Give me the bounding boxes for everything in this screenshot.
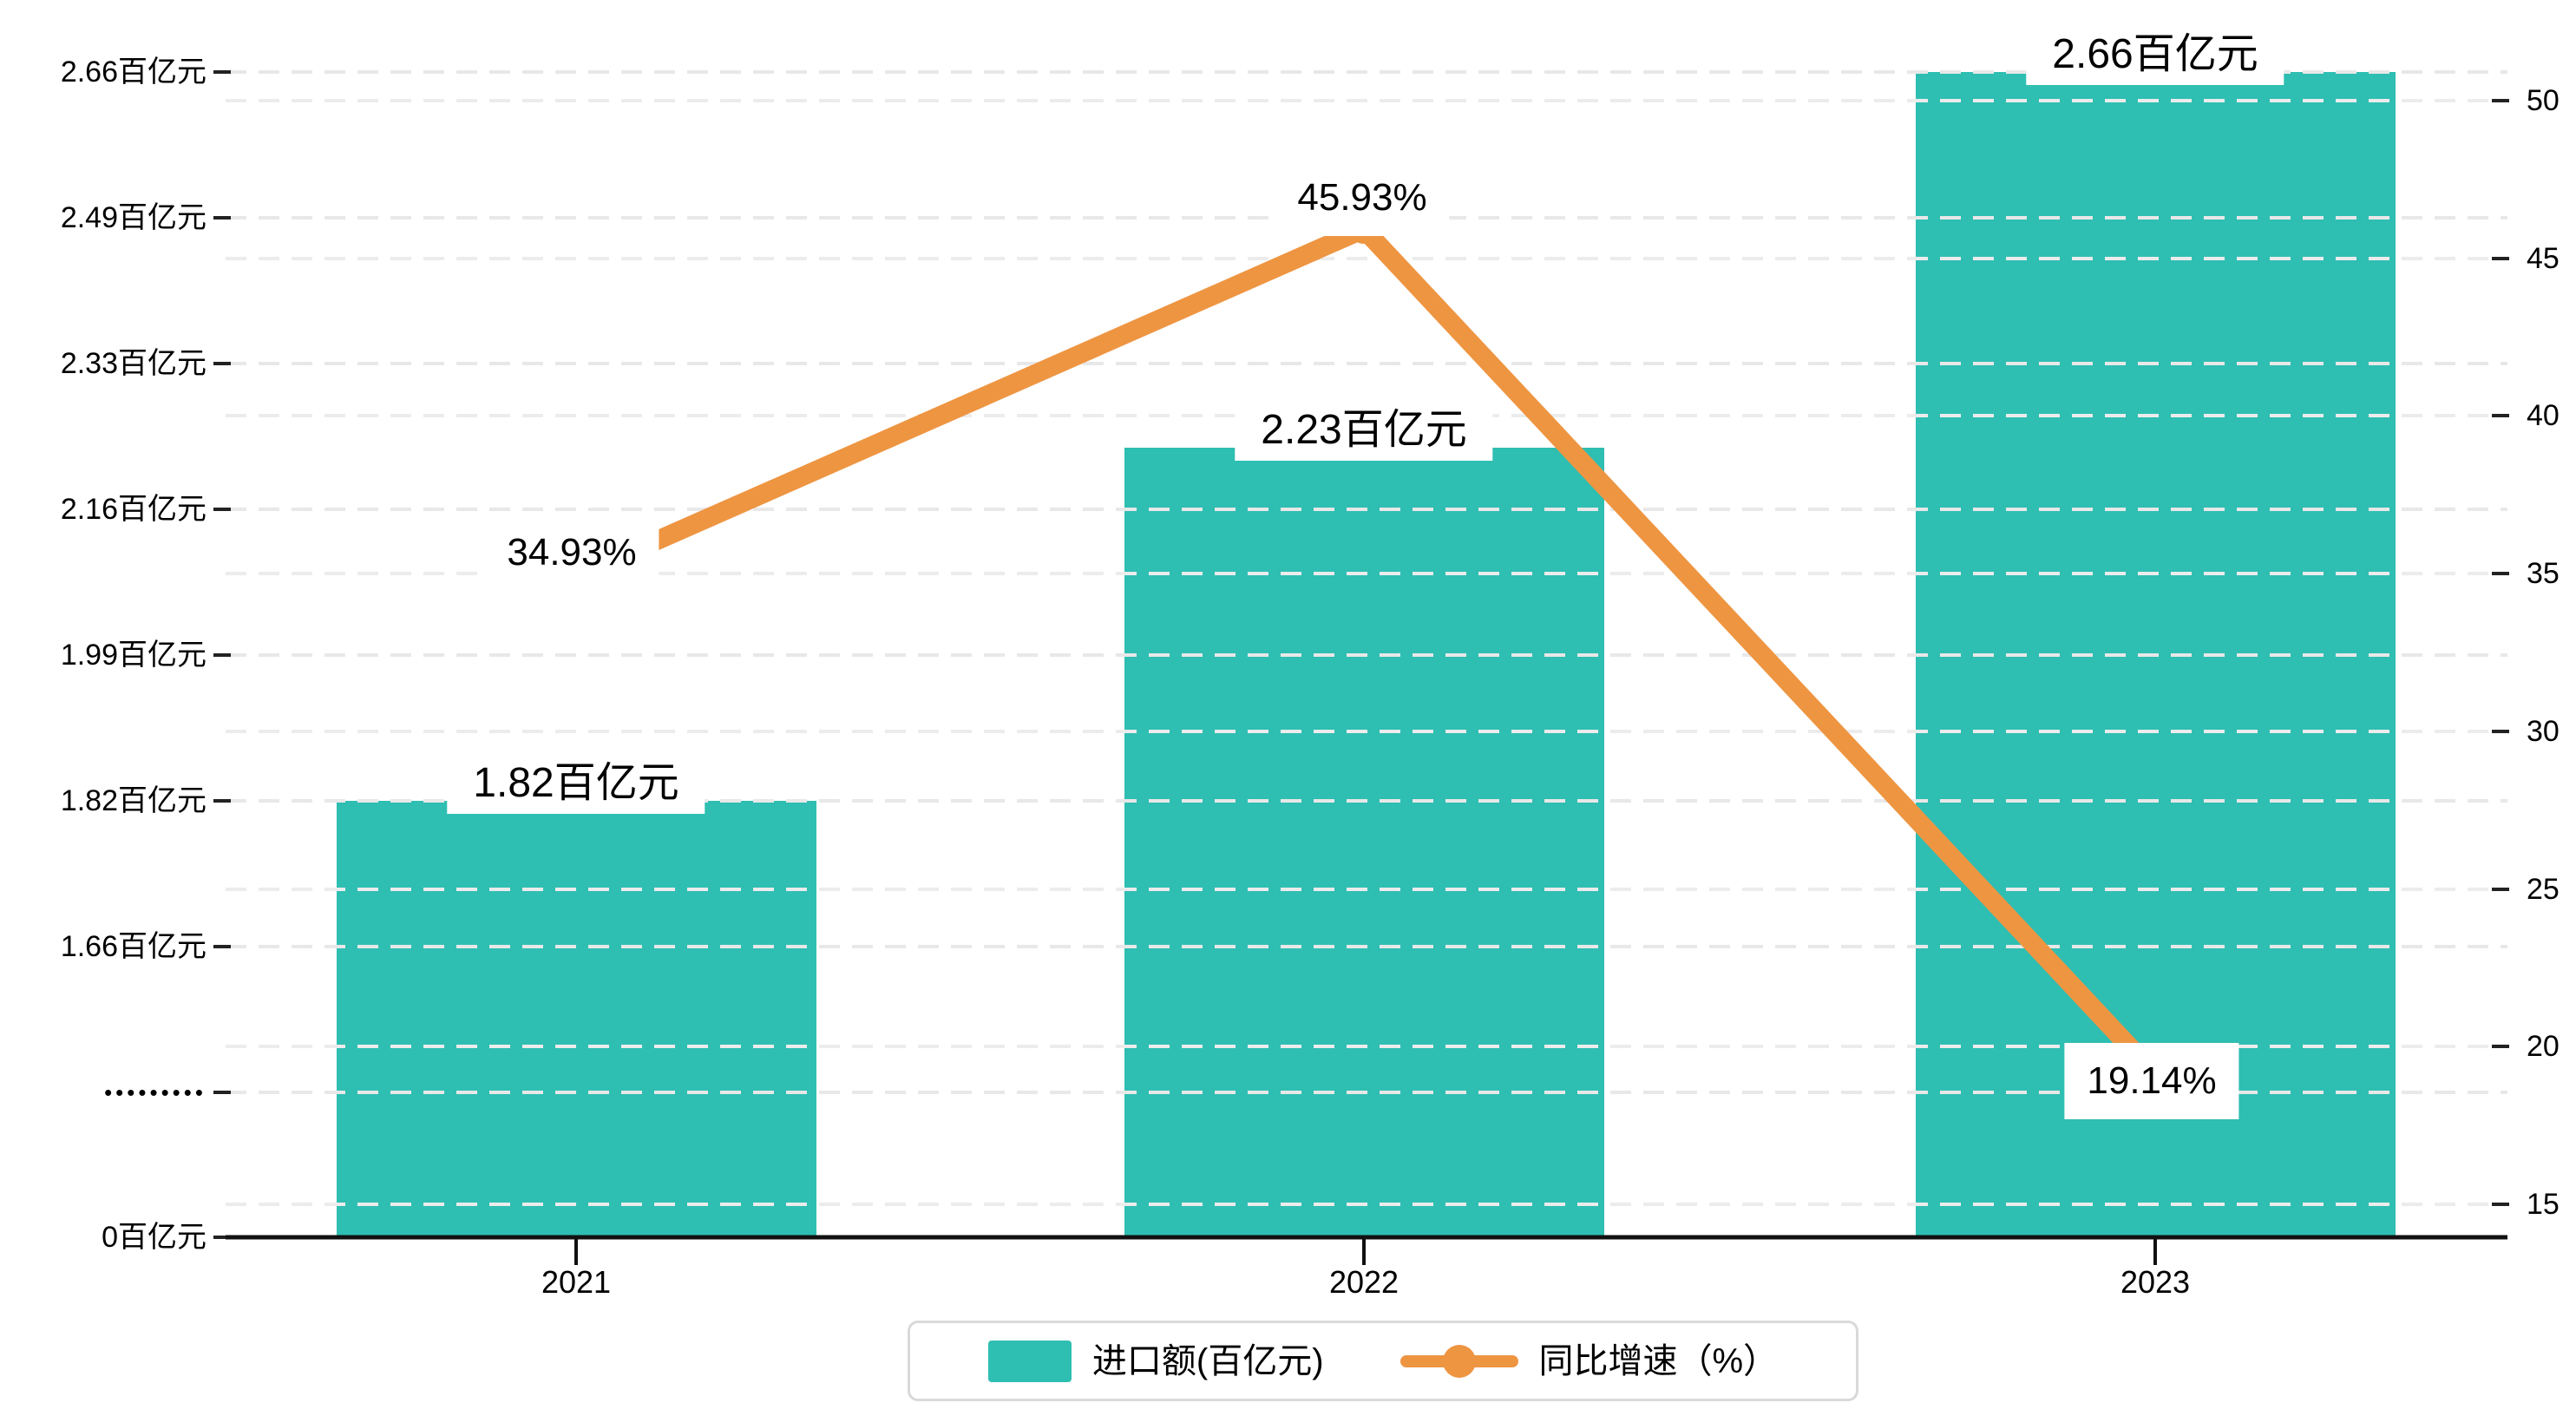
x-axis-label-2023: 2023 bbox=[2120, 1264, 2191, 1300]
left-axis-tick-label: 1.66百亿元 bbox=[60, 930, 206, 963]
growth-label-2023: 19.14% bbox=[2064, 1043, 2239, 1119]
left-axis-tick-label: 2.49百亿元 bbox=[60, 201, 206, 234]
left-axis-tick-label: 1.99百亿元 bbox=[60, 639, 206, 672]
right-axis-tick-label: 50 bbox=[2527, 84, 2560, 117]
left-axis-tick-label: 1.82百亿元 bbox=[60, 784, 206, 817]
bar-value-label-2021: 1.82百亿元 bbox=[447, 753, 705, 814]
growth-label-2022: 45.93% bbox=[1275, 160, 1450, 236]
legend-label-import-value: 进口额(百亿元) bbox=[1091, 1341, 1324, 1380]
axis-break-dots: ••••••••• bbox=[104, 1079, 206, 1105]
right-axis-tick-label: 40 bbox=[2527, 399, 2560, 432]
legend-item-growth-rate[interactable]: 同比增速（%） bbox=[1399, 1341, 1779, 1382]
right-axis-tick-label: 45 bbox=[2527, 242, 2560, 275]
legend-item-import-value[interactable]: 进口额(百亿元) bbox=[987, 1340, 1324, 1382]
line-series-marker-icon bbox=[1399, 1341, 1518, 1382]
bar-2021[interactable] bbox=[337, 801, 816, 1237]
bar-value-label-2023: 2.66百亿元 bbox=[2026, 24, 2284, 85]
right-axis-tick-label: 25 bbox=[2527, 873, 2560, 906]
growth-label-2021: 34.93% bbox=[484, 515, 659, 591]
legend: 进口额(百亿元) 同比增速（%） bbox=[908, 1321, 1858, 1401]
right-axis-tick-label: 15 bbox=[2527, 1188, 2560, 1221]
right-axis-tick-label: 30 bbox=[2527, 715, 2560, 748]
left-axis-tick-label: 2.16百亿元 bbox=[60, 493, 206, 526]
left-axis-tick-label: 2.66百亿元 bbox=[60, 56, 206, 88]
x-axis-label-2021: 2021 bbox=[541, 1264, 612, 1300]
right-axis-tick-label: 35 bbox=[2527, 557, 2560, 590]
left-axis-tick-label: 0百亿元 bbox=[102, 1221, 206, 1254]
bar-value-label-2022: 2.23百亿元 bbox=[1235, 400, 1493, 461]
bar-series-swatch-icon bbox=[987, 1340, 1072, 1382]
bar-2022[interactable] bbox=[1124, 448, 1604, 1237]
legend-label-growth-rate: 同比增速（%） bbox=[1538, 1341, 1779, 1380]
right-axis-tick-label: 20 bbox=[2527, 1030, 2560, 1063]
left-axis-tick-label: 2.33百亿元 bbox=[60, 347, 206, 380]
x-axis-label-2022: 2022 bbox=[1328, 1264, 1399, 1300]
